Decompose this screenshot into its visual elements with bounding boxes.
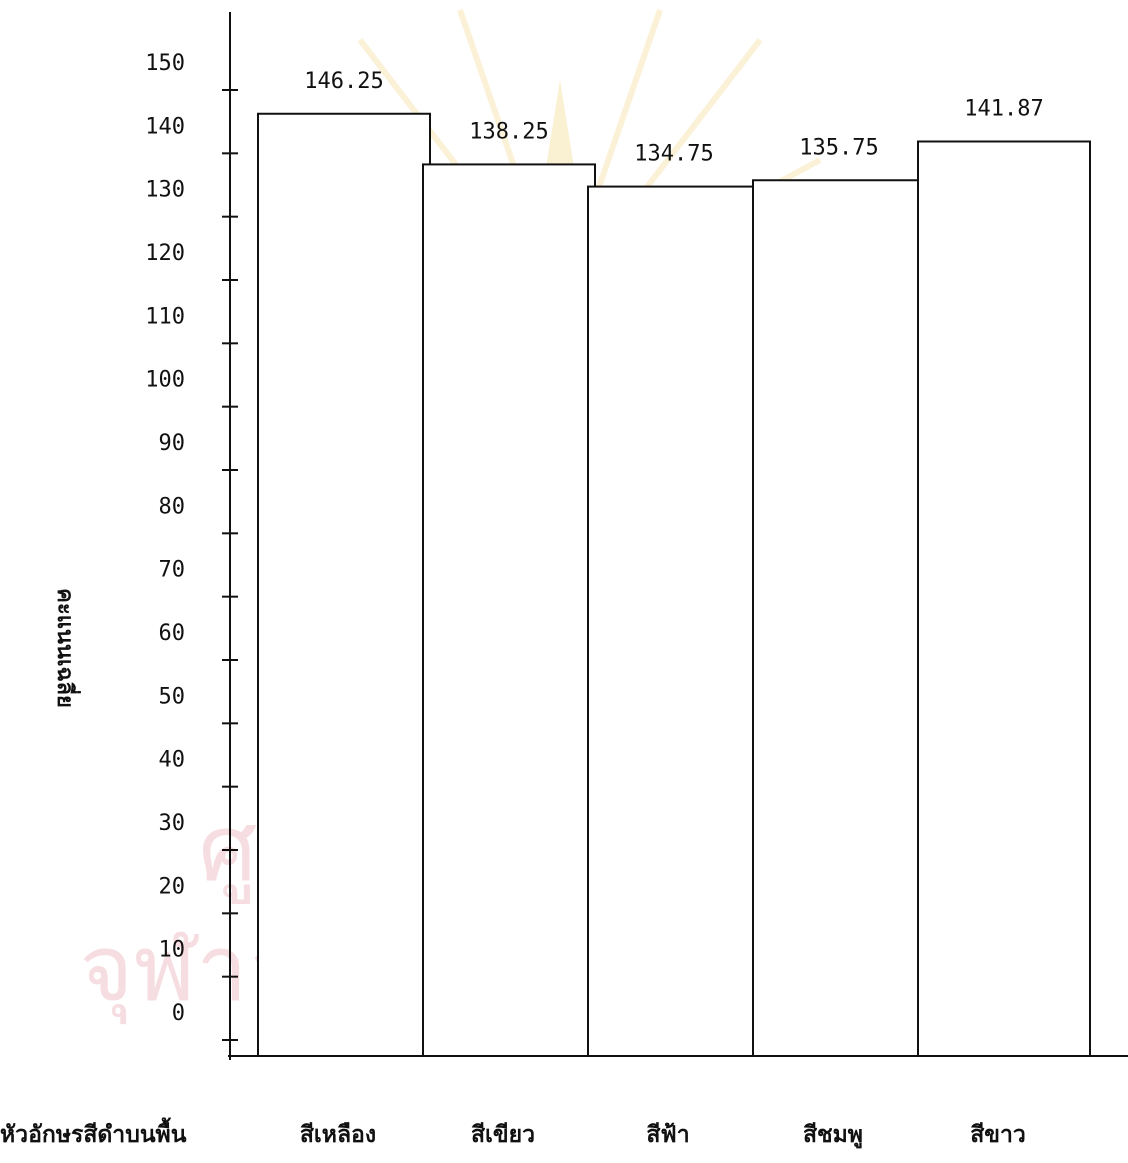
category-label: สีชมพู [803, 1122, 863, 1149]
y-tick-label: 110 [145, 304, 185, 329]
category-label: สีฟ้า [646, 1122, 689, 1148]
category-label: สีเขียว [471, 1122, 535, 1148]
bar [587, 185, 761, 1058]
bar-value-label: 138.25 [469, 119, 548, 144]
y-tick-label: 100 [145, 368, 185, 393]
bars: 146.25 138.25 134.75 135.75 141.87 [257, 69, 1091, 1058]
y-axis-ticks: 0 10 20 30 40 50 60 70 80 90 100 110 120 130 140 150 [145, 51, 238, 1041]
y-tick-label: 140 [145, 114, 185, 139]
y-tick-label: 0 [172, 1001, 185, 1026]
bar [422, 163, 596, 1057]
bar [917, 140, 1091, 1058]
category-labels: สีเหลือง สีเขียว สีฟ้า สีชมพู สีขาว [300, 1122, 1026, 1149]
bar-value-label: 135.75 [799, 135, 878, 160]
bar [752, 179, 926, 1057]
y-tick-label: 150 [145, 51, 185, 76]
y-tick-label: 60 [159, 621, 186, 646]
y-tick-label: 20 [159, 874, 186, 899]
x-axis-title: หัวอักษรสีดำบนพื้น [0, 1117, 187, 1148]
y-tick-label: 70 [159, 558, 186, 583]
bar [257, 112, 431, 1057]
y-tick-label: 120 [145, 241, 185, 266]
bar-value-label: 146.25 [304, 69, 383, 94]
bar-value-label: 141.87 [964, 96, 1043, 121]
y-tick-label: 40 [159, 748, 186, 773]
y-tick-label: 90 [159, 431, 186, 456]
y-tick-label: 80 [159, 494, 186, 519]
bar-value-label: 134.75 [634, 142, 713, 167]
category-label: สีขาว [970, 1122, 1026, 1148]
y-tick-label: 50 [159, 684, 186, 709]
y-tick-label: 30 [159, 811, 186, 836]
y-tick-label: 130 [145, 178, 185, 203]
category-label: สีเหลือง [300, 1122, 376, 1148]
y-tick-label: 10 [159, 938, 186, 963]
y-axis-title: คะแนนเฉลี่ย [52, 588, 82, 708]
